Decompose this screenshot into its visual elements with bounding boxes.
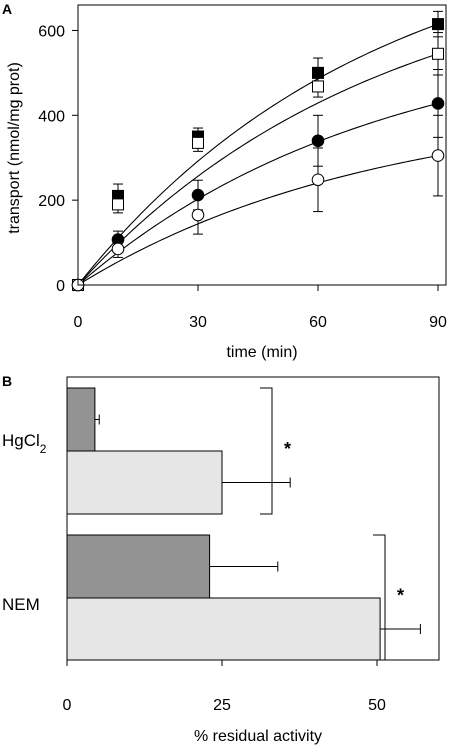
data-point-open-square (312, 80, 324, 93)
x-tick-label: 30 (189, 314, 207, 331)
data-point-open-circle (191, 208, 205, 222)
panel-a-line-chart: A transport (nmol/mg prot) time (min) 0 3… (2, 1, 447, 361)
panel-a-y-axis-label: transport (nmol/mg prot) (6, 62, 23, 234)
fit-curve-open-square (77, 53, 439, 286)
panel-b-bar-chart: B * * 0 25 50 HgCl2 NEM % residual activity (2, 373, 440, 745)
data-point-open-circle (311, 173, 325, 187)
data-point-open-circle (431, 149, 445, 162)
bar-hgcl2-light (66, 450, 223, 515)
fit-curve-filled-circle (77, 102, 439, 286)
category-label-nem: NEM (2, 595, 40, 614)
significance-bracket (260, 387, 273, 515)
data-point-filled-square (432, 18, 444, 31)
x-tick-label: 90 (429, 314, 447, 331)
x-tick-label: 50 (368, 697, 386, 714)
panel-b-letter: B (2, 373, 12, 389)
y-tick-label: 400 (38, 108, 65, 125)
bar-hgcl2-dark (66, 387, 96, 452)
panel-b-x-axis-label: % residual activity (194, 728, 322, 745)
bar-nem-light (66, 597, 381, 661)
data-point-filled-circle (431, 97, 445, 110)
data-point-filled-circle (311, 134, 325, 148)
panel-a-letter: A (2, 1, 12, 17)
x-tick-label: 25 (213, 697, 231, 714)
fit-curve-open-circle (77, 155, 439, 286)
x-tick-label: 0 (63, 697, 72, 714)
x-tick-label: 60 (309, 314, 327, 331)
data-point-open-square (112, 198, 124, 211)
data-point-open-square (432, 47, 444, 60)
x-tick-label: 0 (74, 314, 83, 331)
panel-a-plot-frame (77, 4, 447, 286)
data-point-open-circle (111, 242, 125, 256)
category-label-hgcl2: HgCl2 (2, 431, 47, 456)
significance-star: * (397, 586, 404, 606)
y-tick-label: 600 (38, 23, 65, 40)
y-tick-label: 0 (56, 278, 65, 295)
y-tick-label: 200 (38, 193, 65, 210)
data-point-open-square (192, 136, 204, 149)
data-point-filled-square (312, 66, 324, 79)
data-point-filled-circle (191, 188, 205, 202)
bar-nem-dark (66, 534, 211, 599)
panel-a-x-axis-label: time (min) (226, 344, 297, 361)
significance-star: * (284, 439, 291, 459)
panel-b-plot-frame (66, 376, 440, 661)
fit-curve-filled-square (77, 23, 439, 286)
